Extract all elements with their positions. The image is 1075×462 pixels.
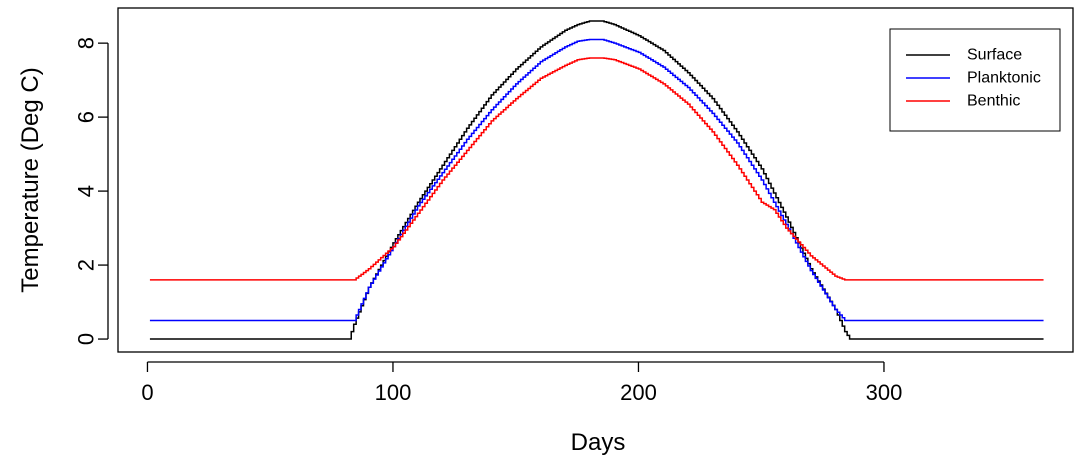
x-tick-label: 300: [866, 380, 903, 405]
y-tick-label: 4: [74, 185, 99, 197]
y-axis: 0 2 4 6 8: [74, 37, 109, 345]
series-line-benthic: [149, 57, 1044, 281]
x-tick-label: 0: [141, 380, 153, 405]
legend-label-planktonic: Planktonic: [967, 70, 1041, 87]
series-line-planktonic: [149, 38, 1044, 322]
x-axis-title: Days: [571, 429, 626, 456]
y-tick-label: 6: [74, 111, 99, 123]
plot-frame: [117, 7, 1074, 353]
x-tick-label: 200: [620, 380, 657, 405]
y-tick-label: 0: [74, 333, 99, 345]
series-layer: [149, 20, 1044, 340]
legend-label-benthic: Benthic: [967, 93, 1020, 110]
x-tick-label: 100: [375, 380, 412, 405]
legend-box: [889, 28, 1061, 132]
y-tick-label: 2: [74, 259, 99, 271]
y-tick-label: 8: [74, 37, 99, 49]
y-axis-title: Temperature (Deg C): [17, 67, 44, 292]
legend-label-surface: Surface: [967, 47, 1022, 64]
legend: Surface Planktonic Benthic: [889, 28, 1061, 132]
x-axis: 0 100 200 300: [141, 361, 903, 405]
